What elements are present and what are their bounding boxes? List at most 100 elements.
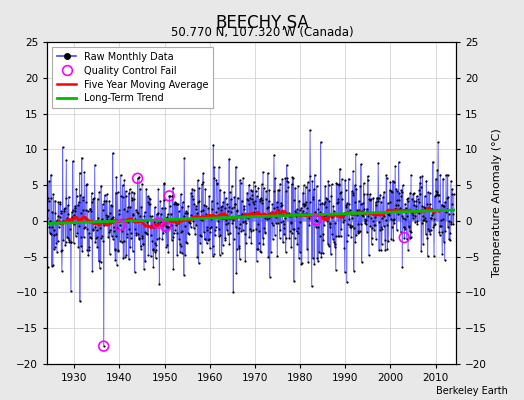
Point xyxy=(297,212,305,218)
Point xyxy=(152,211,161,218)
Point xyxy=(399,224,408,230)
Point xyxy=(281,214,289,221)
Point xyxy=(108,215,116,221)
Point xyxy=(170,229,178,236)
Point xyxy=(106,202,115,208)
Point xyxy=(387,236,396,242)
Point xyxy=(128,195,136,201)
Point xyxy=(235,242,243,249)
Point xyxy=(125,226,134,232)
Point xyxy=(321,183,330,189)
Point xyxy=(74,244,83,250)
Point xyxy=(403,212,411,219)
Point xyxy=(378,226,386,232)
Point xyxy=(133,209,141,215)
Point xyxy=(132,230,140,236)
Point xyxy=(438,228,446,235)
Point xyxy=(311,210,319,216)
Point xyxy=(86,206,94,212)
Point xyxy=(284,184,292,190)
Point xyxy=(436,223,445,229)
Point xyxy=(143,219,151,225)
Point xyxy=(81,224,89,230)
Point xyxy=(399,215,407,221)
Point xyxy=(99,201,107,208)
Point xyxy=(227,209,236,215)
Point xyxy=(384,211,392,218)
Point xyxy=(188,186,196,193)
Point xyxy=(433,167,442,174)
Point xyxy=(303,246,311,252)
Point xyxy=(239,206,248,212)
Point xyxy=(401,226,410,232)
Point xyxy=(159,222,167,228)
Point xyxy=(97,182,105,189)
Point xyxy=(45,224,53,230)
Point xyxy=(192,202,200,209)
Point xyxy=(197,208,205,214)
Point xyxy=(257,181,266,187)
Point xyxy=(268,209,276,215)
Point xyxy=(315,233,324,239)
Point xyxy=(401,201,409,207)
Point xyxy=(276,227,285,233)
Point xyxy=(364,173,372,179)
Point xyxy=(62,195,70,201)
Point xyxy=(132,206,140,213)
Point xyxy=(80,225,88,232)
Point xyxy=(414,210,423,217)
Point xyxy=(259,185,268,191)
Point xyxy=(81,213,90,220)
Point xyxy=(171,199,179,205)
Point xyxy=(80,234,88,240)
Point xyxy=(277,203,286,209)
Point xyxy=(146,195,154,202)
Point xyxy=(387,216,395,222)
Point xyxy=(138,235,147,241)
Point xyxy=(114,248,122,254)
Point xyxy=(291,212,300,219)
Point xyxy=(450,191,458,198)
Point xyxy=(75,223,83,229)
Point xyxy=(182,240,191,246)
Point xyxy=(100,343,108,349)
Point xyxy=(204,212,213,218)
Point xyxy=(358,208,367,214)
Point xyxy=(84,252,92,258)
Point xyxy=(255,240,263,246)
Point xyxy=(281,175,289,182)
Point xyxy=(280,225,289,232)
Point xyxy=(376,224,385,230)
Point xyxy=(373,195,381,202)
Point xyxy=(185,217,194,224)
Point xyxy=(58,144,67,150)
Point xyxy=(209,243,217,249)
Point xyxy=(72,185,80,192)
Point xyxy=(74,199,83,205)
Point xyxy=(176,242,184,249)
Point xyxy=(400,234,409,241)
Point xyxy=(150,224,158,230)
Point xyxy=(222,195,230,201)
Point xyxy=(86,208,95,214)
Point xyxy=(341,269,349,276)
Point xyxy=(194,260,203,266)
Point xyxy=(269,205,278,211)
Point xyxy=(124,219,133,226)
Point xyxy=(115,218,124,224)
Point xyxy=(341,187,350,193)
Point xyxy=(216,204,225,210)
Point xyxy=(403,196,411,202)
Point xyxy=(228,220,237,226)
Point xyxy=(194,199,202,206)
Point xyxy=(128,248,137,254)
Point xyxy=(102,219,111,226)
Point xyxy=(293,241,301,247)
Point xyxy=(104,228,113,235)
Point xyxy=(179,199,187,205)
Point xyxy=(247,240,256,246)
Point xyxy=(384,200,392,206)
Point xyxy=(285,210,293,216)
Point xyxy=(167,221,176,228)
Point xyxy=(370,226,378,233)
